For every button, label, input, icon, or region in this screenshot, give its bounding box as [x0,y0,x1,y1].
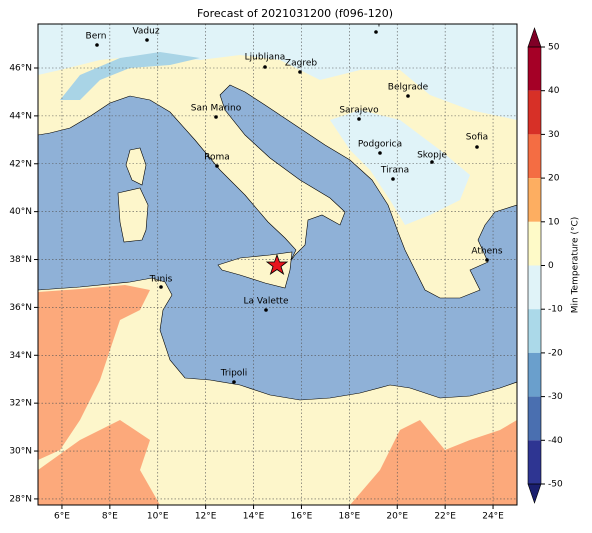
x-tick-label: 6°E [54,512,70,522]
city-dot [263,65,267,69]
city-dot [378,151,382,155]
city-label: Vaduz [132,27,159,37]
city-dot [214,115,218,119]
city-label: Sofia [466,133,488,143]
y-tick-label: 28°N [9,494,32,504]
y-tick-label: 42°N [9,159,32,169]
x-tick-label: 22°E [434,512,456,522]
colorbar-band [528,352,541,397]
city-dot [391,177,395,181]
city-label: Belgrade [388,83,429,93]
x-tick-label: 10°E [147,512,169,522]
warm-area-west [38,285,150,460]
graticule [38,24,517,505]
europe-land [38,24,517,299]
city-label: Ljubljana [245,53,286,63]
y-tick-label: 36°N [9,303,32,313]
city-label: Budapest [355,18,398,28]
city-dot [485,258,489,262]
city-dot [264,308,268,312]
x-tick-label: 16°E [291,512,313,522]
city-label: San Marino [191,104,242,114]
colorbar-band [528,396,541,441]
colorbar-tick-label: -40 [548,436,563,446]
city-label: Tirana [380,166,409,176]
y-tick-label: 40°N [9,207,32,217]
city-dot [430,160,434,164]
city-dot [298,70,302,74]
y-tick-label: 30°N [9,447,32,457]
colorbar-label: Min Temperature (°C) [571,217,581,314]
city-dot [406,94,410,98]
colorbar-band [528,90,541,135]
colorbar-tick-label: 50 [548,43,560,53]
colorbar-band [528,265,541,310]
city-label: Tunis [149,275,173,285]
sardinia [117,187,149,243]
y-tick-label: 44°N [9,111,32,121]
city-dot [95,43,99,47]
cold-area-balkans [330,110,470,225]
colorbar-band [528,440,541,484]
colorbar-band [528,134,541,179]
city-dot [145,38,149,42]
x-tick-label: 24°E [482,512,504,522]
title: Forecast of 2021031200 (f096-120) [197,7,393,20]
colorbar-tick-label: -20 [548,348,563,358]
city-dot [475,145,479,149]
map-frame [37,23,518,506]
colorbar-tick-label: 20 [548,174,560,184]
colorbar-tick-label: 0 [548,261,554,271]
city-label: La Valette [244,297,289,307]
y-tick-label: 46°N [9,64,32,74]
city-dot [159,285,163,289]
cold-area-alps [60,52,200,100]
city-label: Bern [86,32,107,42]
city-dot [374,30,378,34]
colorbar-tick-label: 30 [548,130,560,140]
forecast-point-star [265,253,289,276]
city-dot [357,117,361,121]
colorbar-band [528,221,541,266]
city-dot [215,164,219,168]
city-label: Tripoli [220,369,248,379]
city-dot [232,380,236,384]
x-tick-label: 18°E [339,512,361,522]
colorbar-tick-label: 10 [548,217,560,227]
city-label: Athens [471,247,502,257]
sicily [217,251,293,289]
colorbar-band [528,47,541,91]
colorbar-tick-label: -50 [548,480,563,490]
colorbar-extend-bottom [527,483,542,504]
colorbar: 50 40 30 20 10 0 -10 -20 -30 -40 -50 [527,27,563,504]
colorbar-tick-label: 40 [548,86,560,96]
y-tick-label: 32°N [9,399,32,409]
corsica [125,147,147,186]
city-label: Sarajevo [339,106,379,116]
colorbar-band [528,309,541,353]
colorbar-band [528,178,541,222]
city-label: Skopje [417,151,447,161]
y-tick-label: 38°N [9,255,32,265]
colorbar-extend-top [527,27,542,48]
x-tick-label: 12°E [195,512,217,522]
city-label: Roma [204,153,230,163]
x-tick-label: 8°E [102,512,118,522]
cold-area-north [38,24,517,120]
x-tick-label: 14°E [243,512,265,522]
y-tick-label: 34°N [9,351,32,361]
colorbar-tick-label: -10 [548,305,563,315]
city-label: Podgorica [358,140,402,150]
x-tick-label: 20°E [386,512,408,522]
city-label: Zagreb [285,59,317,69]
colorbar-tick-label: -30 [548,392,563,402]
